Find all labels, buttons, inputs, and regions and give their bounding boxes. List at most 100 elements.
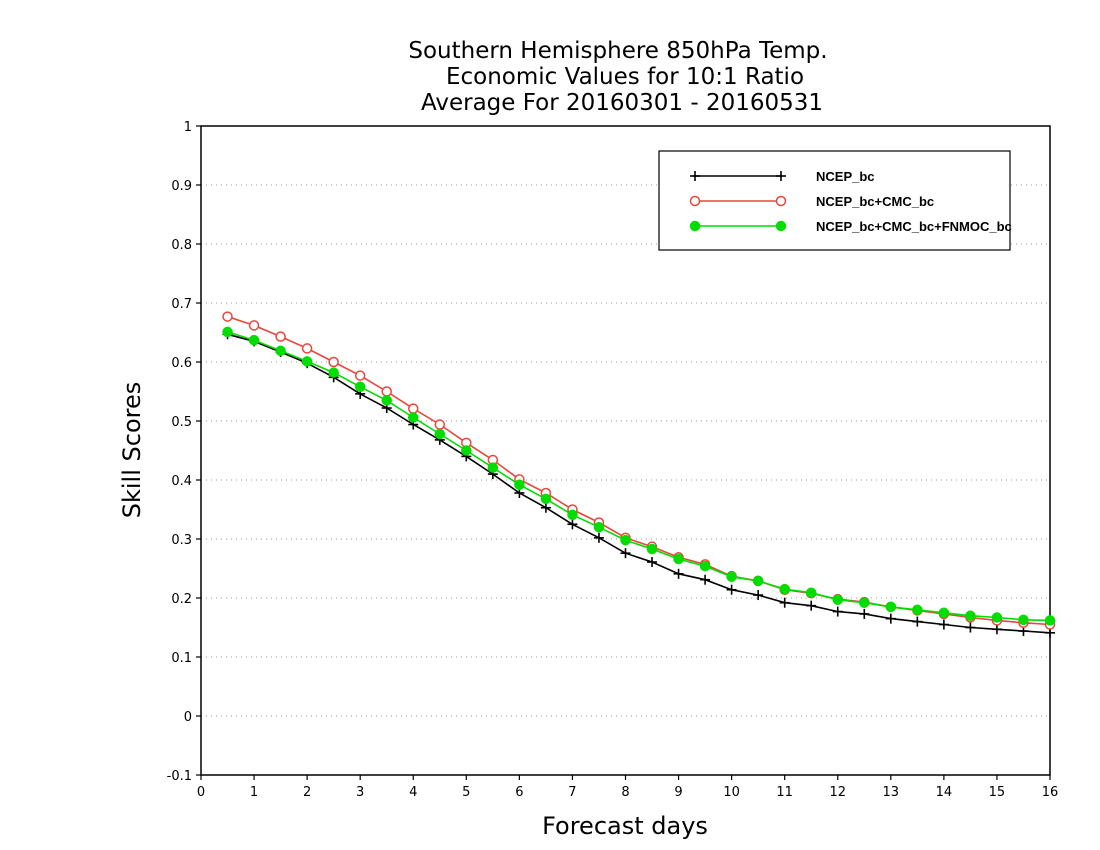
- data-point: [885, 613, 896, 624]
- y-tick-label: 0.8: [171, 238, 192, 253]
- data-point: [779, 597, 790, 608]
- data-point: [1018, 614, 1029, 626]
- data-point: [938, 607, 950, 618]
- x-tick-label: 13: [883, 785, 900, 800]
- data-point: [912, 616, 923, 627]
- series-2: [222, 326, 1056, 626]
- series-line: [227, 315, 1051, 626]
- data-point: [752, 575, 764, 587]
- data-point: [965, 610, 976, 621]
- data-point: [776, 171, 786, 181]
- x-tick-label: 2: [303, 785, 311, 800]
- x-tick-label: 0: [197, 785, 205, 800]
- x-tick-label: 15: [989, 785, 1006, 800]
- data-point: [275, 331, 286, 342]
- data-point: [646, 543, 658, 555]
- series-0: [222, 329, 1055, 638]
- data-point: [620, 548, 631, 559]
- series-line: [227, 331, 1051, 622]
- data-point: [514, 479, 525, 490]
- data-point: [806, 600, 817, 611]
- title-line-3: Average For 20160301 - 20160531: [421, 90, 823, 116]
- y-axis-ticks: -0.1 0 0.1 0.2 0.3 0.4 0.5 0.6 0.7 0.8 0.9 1: [167, 120, 201, 784]
- data-point: [381, 386, 392, 397]
- data-point: [620, 534, 631, 546]
- data-point: [690, 171, 700, 181]
- series-layer: [222, 311, 1056, 638]
- data-point: [408, 403, 419, 414]
- data-point: [354, 381, 366, 393]
- data-point: [434, 419, 446, 430]
- x-tick-label: 11: [776, 785, 793, 800]
- data-point: [673, 568, 684, 579]
- data-point: [328, 356, 339, 368]
- data-point: [275, 345, 286, 357]
- x-tick-label: 12: [829, 785, 846, 800]
- data-point: [567, 509, 578, 521]
- legend-item: NCEP_bc+CMC_bc: [689, 194, 934, 209]
- data-point: [991, 624, 1002, 635]
- data-point: [673, 553, 684, 565]
- data-point: [248, 334, 260, 346]
- y-tick-label: 0.7: [171, 297, 192, 312]
- data-point: [540, 502, 551, 513]
- data-point: [689, 195, 701, 207]
- x-tick-label: 6: [515, 785, 523, 800]
- data-point: [222, 326, 233, 338]
- legend-item: NCEP_bc: [690, 169, 875, 184]
- data-point: [805, 587, 817, 598]
- data-point: [540, 493, 552, 505]
- data-point: [487, 462, 499, 473]
- data-point: [434, 428, 446, 440]
- title-line-1: Southern Hemisphere 850hPa Temp.: [408, 38, 827, 64]
- x-tick-label: 5: [462, 785, 470, 800]
- data-point: [726, 584, 737, 595]
- data-point: [779, 583, 790, 595]
- y-tick-label: 0.2: [171, 592, 192, 607]
- data-point: [726, 571, 737, 583]
- data-point: [700, 574, 711, 585]
- data-point: [567, 519, 578, 530]
- y-tick-label: 1: [184, 120, 192, 135]
- data-point: [328, 367, 339, 378]
- legend-item: NCEP_bc+CMC_bc+FNMOC_bc: [689, 219, 1012, 234]
- legend-label: NCEP_bc+CMC_bc: [816, 194, 934, 209]
- y-tick-label: 0.6: [171, 356, 192, 371]
- series-1: [222, 311, 1056, 630]
- x-axis-ticks: 0 1 2 3 4 5 6 7 8 9 10 11 12 13 14 15 16: [197, 775, 1058, 800]
- data-point: [248, 320, 260, 331]
- data-point: [699, 560, 711, 572]
- y-tick-label: -0.1: [167, 769, 192, 784]
- data-point: [408, 412, 419, 423]
- data-point: [885, 601, 897, 613]
- data-point: [859, 608, 870, 619]
- y-tick-label: 0.4: [171, 474, 192, 489]
- legend: NCEP_bc NCEP_bc+CMC_bc NCEP_bc+CMC_bc+FNMO…: [658, 150, 1012, 251]
- y-tick-label: 0.3: [171, 533, 192, 548]
- chart-title: Southern Hemisphere 850hPa Temp. Economi…: [408, 38, 827, 116]
- data-point: [461, 445, 472, 456]
- x-tick-label: 10: [723, 785, 740, 800]
- y-tick-label: 0.9: [171, 179, 192, 194]
- y-tick-label: 0.1: [171, 651, 192, 666]
- data-point: [222, 311, 233, 322]
- series-line: [227, 333, 1051, 634]
- data-point: [832, 594, 843, 606]
- data-point: [301, 343, 313, 354]
- data-point: [689, 220, 701, 232]
- x-tick-label: 1: [250, 785, 258, 800]
- y-axis-label: Skill Scores: [118, 382, 146, 519]
- title-line-2: Economic Values for 10:1 Ratio: [446, 64, 804, 90]
- x-axis-label: Forecast days: [542, 812, 708, 840]
- data-point: [775, 220, 787, 232]
- gridlines: [201, 184, 1050, 717]
- data-point: [1044, 615, 1056, 626]
- x-tick-label: 3: [356, 785, 364, 800]
- x-tick-label: 16: [1042, 785, 1059, 800]
- x-tick-label: 7: [568, 785, 576, 800]
- y-tick-label: 0: [184, 710, 192, 725]
- data-point: [593, 521, 605, 533]
- data-point: [965, 622, 976, 633]
- legend-label: NCEP_bc+CMC_bc+FNMOC_bc: [816, 219, 1012, 234]
